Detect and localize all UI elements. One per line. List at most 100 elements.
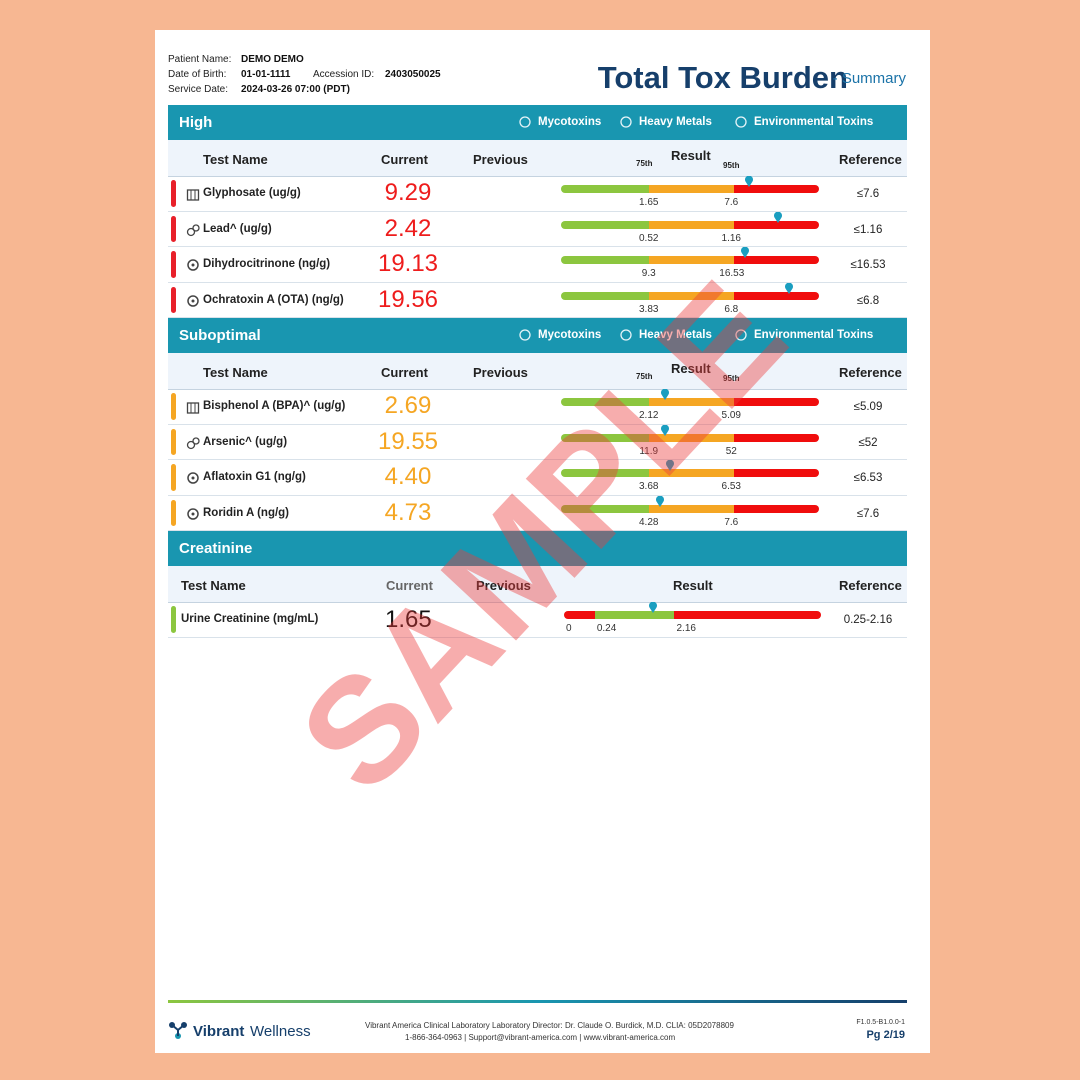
bar-segment <box>733 433 819 442</box>
bar-segment <box>648 185 734 193</box>
footer-line2: 1-866-364-0963 | Support@vibrant-america… <box>405 1033 676 1042</box>
bar-segment <box>561 398 649 406</box>
bar-segment <box>561 185 649 193</box>
result-marker <box>665 459 675 471</box>
result-row: Ochratoxin A (OTA) (ng/g) 19.56 ≤6.8 3.83 6.… <box>168 282 907 318</box>
current-value: 9.29 <box>384 179 432 206</box>
reference-value: ≤7.6 <box>856 188 880 200</box>
result-row: Bisphenol A (BPA)^ (ug/g) 2.69 ≤5.09 2.12 5.… <box>168 388 907 425</box>
col-current: Current <box>386 578 433 593</box>
section-header: High Mycotoxins Heavy Metals Environmental … <box>168 105 907 140</box>
result-bar <box>561 220 819 229</box>
result-bar <box>561 504 819 513</box>
bar-segment <box>648 469 734 477</box>
col-reference: Reference <box>839 152 902 167</box>
field-label: Date of Birth: <box>168 69 227 80</box>
threshold-label: 4.28 <box>638 516 659 528</box>
bar-segment <box>561 433 649 442</box>
bar-segment <box>733 256 819 264</box>
result-bar <box>561 469 819 477</box>
category-label: Heavy Metals <box>639 329 712 341</box>
col-reference: Reference <box>839 578 902 593</box>
threshold-label: 1.16 <box>721 232 741 244</box>
reference-value: ≤1.16 <box>853 223 883 236</box>
test-name: Aflatoxin G1 (ng/g) <box>203 471 306 483</box>
threshold-label: 5.09 <box>721 410 741 421</box>
threshold-label: 16.53 <box>719 268 745 279</box>
col-previous: Previous <box>473 152 528 167</box>
bar-segment <box>733 504 819 513</box>
result-row: Roridin A (ng/g) 4.73 ≤7.6 4.28 7.6 <box>168 495 907 531</box>
bar-segment <box>594 611 675 619</box>
col-result: Result <box>671 361 711 376</box>
result-bar <box>561 433 819 442</box>
category-icon <box>619 328 633 342</box>
threshold-label: 3.83 <box>638 303 659 315</box>
threshold-label: 7.6 <box>724 516 739 528</box>
category-label: Environmental Toxins <box>754 329 874 341</box>
result-marker <box>773 211 783 223</box>
brand-a: Vibrant <box>193 1023 245 1040</box>
category-icon <box>734 115 748 129</box>
section-header: Creatinine <box>168 531 907 566</box>
threshold-label: 3.68 <box>638 481 659 492</box>
icon <box>186 400 200 414</box>
subtitle: - Summary <box>832 70 906 87</box>
test-name: Ochratoxin A (OTA) (ng/g) <box>203 293 344 306</box>
threshold-label: 9.3 <box>641 268 656 279</box>
status-bar <box>171 251 176 278</box>
col-name: Test Name <box>203 152 268 167</box>
result-row: Dihydrocitrinone (ng/g) 19.13 ≤16.53 9.3 16.… <box>168 246 907 283</box>
result-row: Aflatoxin G1 (ng/g) 4.40 ≤6.53 3.68 6.53 <box>168 459 907 496</box>
test-name: Dihydrocitrinone (ng/g) <box>203 258 331 270</box>
section-title: Creatinine <box>179 540 253 557</box>
reference-value: 0.25-2.16 <box>843 614 893 626</box>
icon <box>186 507 200 521</box>
logo-icon <box>168 1020 188 1040</box>
current-value: 1.65 <box>385 606 432 633</box>
report-page: Patient Name: DEMO DEMO Date of Birth: 01-0… <box>155 30 930 1053</box>
status-bar <box>171 286 176 313</box>
col-result: Result <box>673 578 713 593</box>
version: F1.0.5-B1.0.0-1 <box>856 1019 905 1026</box>
col-95th: 95th <box>723 161 740 170</box>
reference-value: ≤6.53 <box>853 472 883 484</box>
col-current: Current <box>381 152 428 167</box>
field-value: DEMO DEMO <box>241 54 304 65</box>
reference-value: ≤52 <box>858 436 878 449</box>
threshold-label: 0.24 <box>596 623 617 634</box>
bar-segment <box>674 611 821 619</box>
footer-rule <box>168 1000 907 1003</box>
threshold-label: 1.65 <box>638 197 659 208</box>
result-row: Urine Creatinine (mg/mL) 1.65 0.25-2.16 0 0.… <box>168 601 907 638</box>
status-bar <box>171 606 176 633</box>
col-95th: 95th <box>723 374 740 383</box>
test-name: Arsenic^ (ug/g) <box>203 435 288 448</box>
category-icon <box>619 115 633 129</box>
field-value: 2024-03-26 07:00 (PDT) <box>241 84 350 95</box>
test-name: Glyphosate (ug/g) <box>203 187 301 199</box>
column-header: Test Name Current Previous Result Reference 7… <box>168 353 907 390</box>
result-row: Lead^ (ug/g) 2.42 ≤1.16 0.52 1.16 <box>168 211 907 247</box>
col-75th: 75th <box>636 372 653 381</box>
result-row: Arsenic^ (ug/g) 19.55 ≤52 11.9 52 <box>168 424 907 460</box>
current-value: 19.56 <box>377 285 439 313</box>
threshold-label: 0 <box>566 623 572 634</box>
brand-b: Wellness <box>250 1023 311 1040</box>
icon <box>186 294 200 308</box>
status-bar <box>171 499 176 526</box>
bar-segment <box>648 291 734 300</box>
col-result: Result <box>671 148 711 163</box>
col-name: Test Name <box>181 578 246 593</box>
result-bar <box>561 185 819 193</box>
threshold-label: 7.6 <box>724 197 739 208</box>
icon <box>186 436 200 450</box>
test-name: Bisphenol A (BPA)^ (ug/g) <box>203 400 346 412</box>
col-current: Current <box>381 365 428 380</box>
reference-value: ≤6.8 <box>856 294 880 307</box>
bar-segment <box>561 256 649 264</box>
field-label: Patient Name: <box>168 54 232 65</box>
bar-segment <box>564 611 595 619</box>
result-marker <box>744 175 754 187</box>
status-bar <box>171 180 176 207</box>
